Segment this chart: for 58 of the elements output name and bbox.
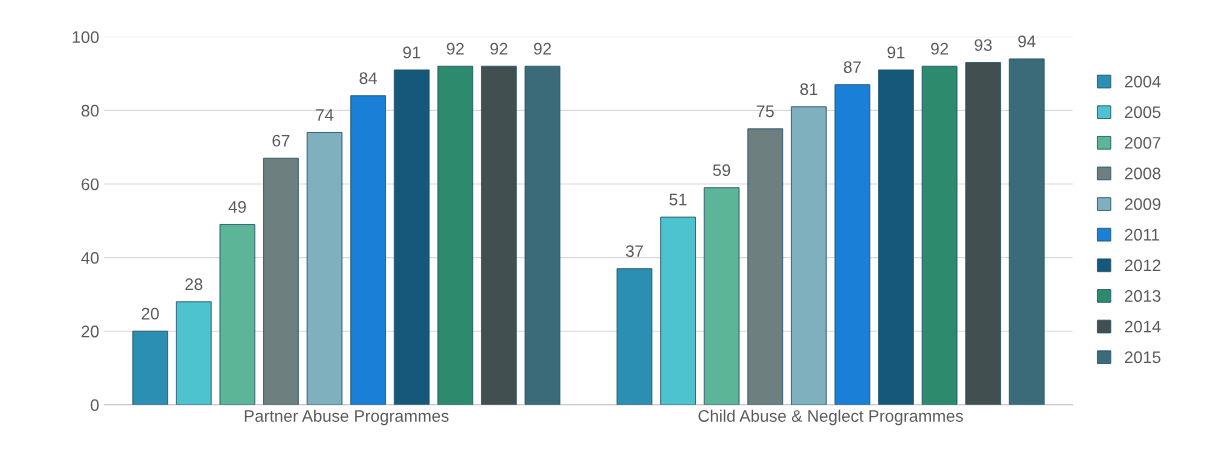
bar [834,84,871,405]
data-label: 92 [931,42,949,55]
data-label: 92 [533,42,551,55]
data-label: 92 [490,42,508,55]
data-label: 49 [228,201,246,213]
bar [350,95,386,405]
data-label: 75 [756,105,774,118]
y-tick-label: 100 [72,31,99,43]
legend-label: 2005 [1124,106,1161,119]
y-tick-label: 60 [81,178,99,191]
bar [790,106,827,405]
x-tick-label: Partner Abuse Programmes [244,409,449,426]
data-label: 59 [713,164,731,177]
data-label: 28 [185,278,203,291]
legend-label: 2014 [1124,320,1161,333]
bar [481,65,517,405]
legend-label: 2011 [1124,228,1160,241]
bar [965,62,1002,405]
legend-label: 2013 [1124,290,1161,302]
bar [878,69,914,405]
legend-label: 2015 [1124,351,1161,364]
legend-label: 2008 [1124,167,1161,180]
x-tick-label: Child Abuse & Neglect Programmes [698,409,963,426]
bar [660,216,696,405]
y-tick-label: 20 [81,325,99,338]
data-label: 94 [1018,35,1036,48]
bar [393,69,430,405]
data-label: 74 [316,109,334,121]
data-label: 92 [446,42,464,55]
bar [616,268,653,405]
data-label: 51 [669,193,687,206]
bar [524,65,561,405]
legend-label: 2009 [1124,198,1161,211]
data-label: 67 [272,134,290,147]
y-tick-label: 80 [81,104,99,117]
data-label: 84 [359,72,377,85]
data-label: 93 [974,39,992,51]
bar [175,301,212,405]
bar [263,157,299,405]
data-label: 20 [141,307,159,320]
bar [1008,58,1045,405]
bar [703,187,740,405]
y-tick-label: 40 [81,252,99,264]
data-label: 37 [625,245,643,258]
bar [306,132,343,405]
legend-label: 2004 [1124,75,1161,88]
bar [437,65,474,405]
legend-label: 2012 [1124,259,1161,272]
data-label: 91 [887,46,905,59]
data-label: 91 [403,46,421,59]
bar [132,330,169,405]
y-tick-label: 0 [90,399,99,411]
bar [747,128,784,405]
data-label: 81 [800,83,818,96]
legend-label: 2007 [1124,136,1161,149]
data-label: 87 [843,61,861,74]
bar [921,65,958,405]
bar [219,224,256,405]
